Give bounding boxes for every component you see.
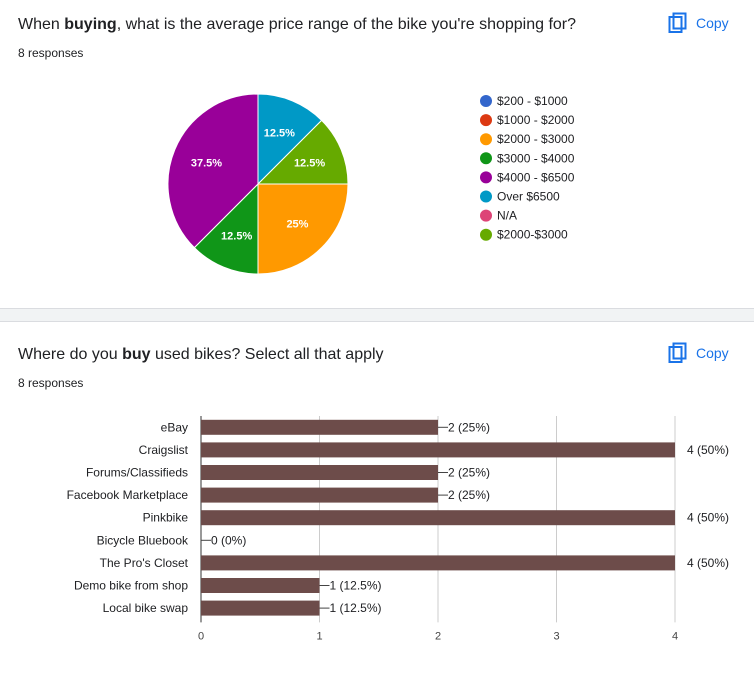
pie-slice: [257, 93, 323, 186]
pie-slice-label: 12.5%: [294, 158, 325, 170]
bar: [201, 578, 320, 593]
category-label: Pinkbike: [143, 511, 189, 525]
legend-swatch: [480, 152, 492, 165]
bar: [201, 419, 438, 435]
x-tick-label: 3: [553, 630, 559, 642]
response-count: 8 responses: [18, 46, 84, 60]
pie-slice: [256, 119, 349, 185]
bar: [201, 510, 675, 526]
response-count: 8 responses: [18, 376, 84, 390]
legend-swatch: [480, 190, 492, 203]
pie-slice-label: 12.5%: [264, 127, 295, 139]
bar-value-label: 4 (50%): [687, 443, 729, 457]
question-title: When buying, what is the average price r…: [18, 16, 577, 33]
bar-value-label: 2 (25%): [448, 466, 490, 480]
x-tick-label: 4: [672, 630, 678, 642]
legend-swatch: [480, 171, 492, 184]
legend-swatch: [480, 228, 492, 241]
category-label: Demo bike from shop: [74, 579, 188, 593]
legend-label: $4000 - $6500: [497, 170, 575, 184]
pie-chart: 12.5% 12.5% 25% 12.5% 37.5% $200 - $1000 $100…: [167, 93, 575, 275]
legend-label: N/A: [497, 209, 517, 223]
bar-value-label: 2 (25%): [448, 420, 490, 434]
bar-value-label: 2 (25%): [448, 488, 490, 502]
pie-slice: [193, 182, 259, 275]
legend-swatch: [480, 114, 492, 127]
copy-icon: [668, 12, 687, 33]
legend-swatch: [480, 133, 492, 146]
copy-label: Copy: [696, 15, 729, 31]
category-label: Facebook Marketplace: [67, 488, 189, 502]
pie-slice-label: 37.5%: [191, 158, 222, 170]
question-title: Where do you buy used bikes? Select all …: [18, 346, 384, 363]
x-tick-label: 0: [198, 630, 204, 642]
category-label: Forums/Classifieds: [86, 466, 188, 480]
bar-value-label: 4 (50%): [687, 511, 729, 525]
legend-label: $3000 - $4000: [497, 151, 575, 165]
category-label: The Pro's Closet: [100, 556, 189, 570]
bar-value-label: 1 (12.5%): [330, 579, 382, 593]
legend-label: $200 - $1000: [497, 94, 568, 108]
legend-label: $1000 - $2000: [497, 113, 575, 127]
bar: [201, 442, 675, 458]
bar: [201, 555, 675, 571]
legend-label: Over $6500: [497, 190, 560, 204]
pie-slice: [167, 93, 259, 249]
x-tick-label: 2: [435, 630, 441, 642]
category-label: Bicycle Bluebook: [97, 533, 189, 547]
bar-value-label: 1 (12.5%): [330, 601, 382, 615]
copy-chart-button[interactable]: Copy: [668, 12, 729, 34]
category-label: Craigslist: [139, 443, 189, 457]
bar: [201, 465, 438, 480]
bar-chart: 0 1 2 3 4 eBay 2 (25%) Craigslist 4 (50%) Forums/…: [67, 416, 729, 642]
legend-swatch: [480, 209, 492, 222]
copy-icon: [668, 342, 687, 363]
bar-value-label: 0 (0%): [211, 533, 246, 547]
legend-label: $2000 - $3000: [497, 132, 575, 146]
bar-value-label: 4 (50%): [687, 556, 729, 570]
copy-label: Copy: [696, 345, 729, 361]
pie-slice: [257, 183, 349, 275]
bar: [201, 487, 438, 503]
legend-swatch: [480, 95, 492, 107]
bar: [201, 600, 320, 616]
question-card-where-buy: Where do you buy used bikes? Select all …: [0, 322, 754, 674]
category-label: Local bike swap: [103, 601, 189, 615]
card-separator: [0, 308, 754, 322]
pie-slice-label: 25%: [286, 218, 308, 230]
question-card-price-range: When buying, what is the average price r…: [0, 0, 754, 308]
copy-chart-button[interactable]: Copy: [668, 342, 729, 364]
category-label: eBay: [161, 420, 188, 434]
x-tick-label: 1: [316, 630, 322, 642]
legend-label: $2000-$3000: [497, 228, 568, 242]
pie-slice-label: 12.5%: [221, 231, 252, 243]
